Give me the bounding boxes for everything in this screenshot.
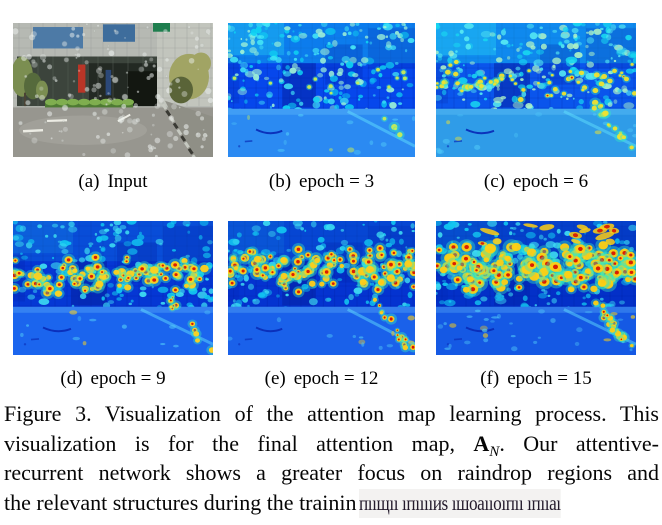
subcaption-e: (e) epoch = 12 bbox=[228, 367, 415, 390]
caption-line-3-text: recurrent network shows a greater focus … bbox=[4, 460, 659, 486]
input-photo bbox=[13, 23, 213, 157]
panel-input-image bbox=[13, 23, 213, 157]
subcaption-d-text: epoch = 9 bbox=[90, 368, 166, 389]
panel-heatmap-epoch-3 bbox=[228, 23, 415, 157]
caption-line-2: visualization is for the final attention… bbox=[4, 429, 659, 460]
caption-line-2-text: visualization is for the final attention… bbox=[4, 430, 474, 456]
caption-line-1-text: Figure 3. Visualization of the attention… bbox=[4, 401, 659, 426]
caption-line-4: the relevant structures during the train… bbox=[4, 488, 659, 519]
subcaption-c-tag: (c) bbox=[483, 171, 505, 192]
attention-heatmap-epoch-9 bbox=[13, 221, 213, 355]
subcaption-d: (d) epoch = 9 bbox=[13, 367, 213, 390]
caption-line-1: Figure 3. Visualization of the attention… bbox=[4, 399, 659, 429]
subcaption-b-text: epoch = 3 bbox=[299, 171, 375, 192]
attention-heatmap-epoch-6 bbox=[436, 23, 636, 157]
attention-heatmap-epoch-12 bbox=[228, 221, 415, 355]
attention-heatmap-epoch-3 bbox=[228, 23, 415, 157]
panel-heatmap-epoch-15 bbox=[436, 221, 636, 355]
subcaption-e-text: epoch = 12 bbox=[293, 368, 379, 389]
subcaption-f-text: epoch = 15 bbox=[507, 368, 592, 389]
subcaption-b: (b) epoch = 3 bbox=[228, 170, 415, 193]
panel-heatmap-epoch-6 bbox=[436, 23, 636, 157]
figure-caption: Figure 3. Visualization of the attention… bbox=[4, 399, 659, 519]
attention-map-subscript: N bbox=[489, 443, 500, 460]
subcaption-e-tag: (e) bbox=[264, 368, 286, 389]
subcaption-f: (f) epoch = 15 bbox=[436, 367, 636, 390]
subcaption-a: (a) Input bbox=[13, 170, 213, 193]
caption-line-4-text: the relevant structures during the train… bbox=[4, 489, 357, 515]
corrupted-text-artifact: пııщıı ıпııııиs ıшоаııоıпıı ıпııaı bbox=[358, 488, 561, 519]
caption-line-2-post: . Our attentive- bbox=[499, 430, 659, 456]
subcaption-f-tag: (f) bbox=[480, 368, 500, 389]
subcaption-c-text: epoch = 6 bbox=[513, 171, 589, 192]
panel-heatmap-epoch-12 bbox=[228, 221, 415, 355]
subcaption-a-text: Input bbox=[107, 171, 148, 192]
attention-heatmap-epoch-15 bbox=[436, 221, 636, 355]
subcaption-a-tag: (a) bbox=[78, 171, 100, 192]
attention-map-symbol: A bbox=[473, 430, 490, 456]
caption-line-3: recurrent network shows a greater focus … bbox=[4, 458, 659, 488]
subcaption-c: (c) epoch = 6 bbox=[436, 170, 636, 193]
panel-heatmap-epoch-9 bbox=[13, 221, 213, 355]
subcaption-d-tag: (d) bbox=[60, 368, 83, 389]
subcaption-b-tag: (b) bbox=[268, 171, 292, 192]
